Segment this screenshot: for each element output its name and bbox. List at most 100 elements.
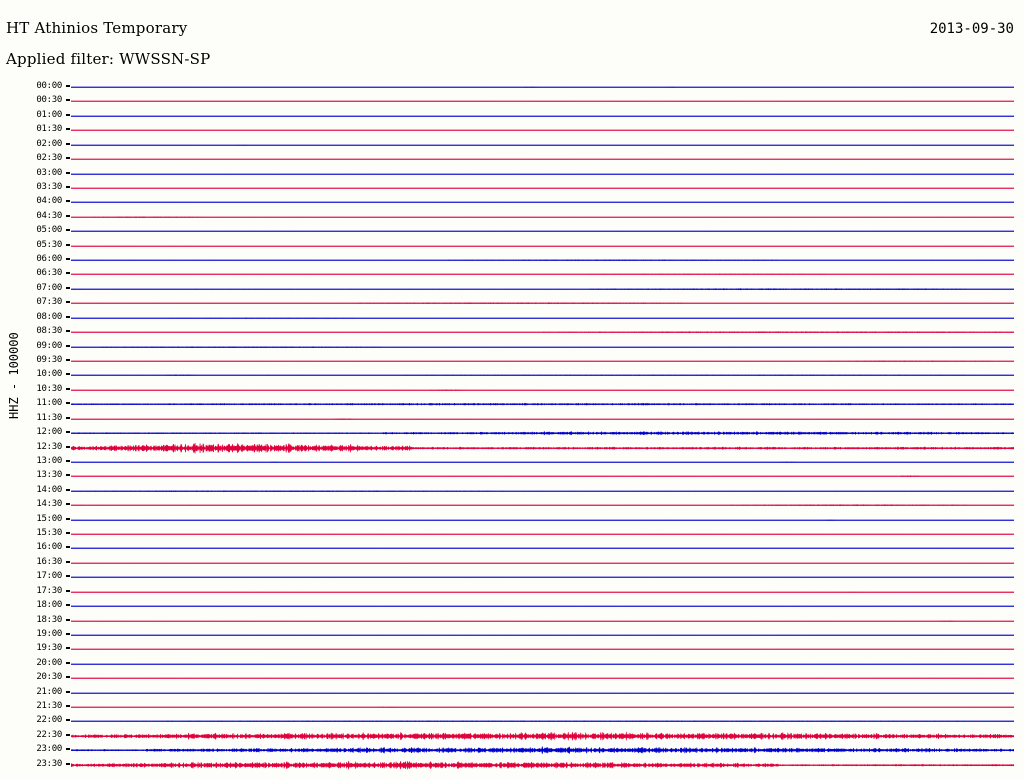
trace-row-time-label: 15:00 <box>36 513 62 524</box>
trace-row-time-label: 10:00 <box>36 369 62 380</box>
trace-row-time-label: 14:00 <box>36 484 62 495</box>
trace-row: 21:30 <box>0 700 1024 714</box>
trace-row-time-label: 20:00 <box>36 657 62 668</box>
trace-row: 04:30 <box>0 210 1024 224</box>
trace-row: 13:00 <box>0 455 1024 469</box>
seismic-trace <box>71 498 1014 512</box>
seismic-trace <box>71 441 1014 455</box>
trace-row: 12:30 <box>0 441 1024 455</box>
axis-tick-mark <box>66 575 70 578</box>
trace-row-time-label: 02:00 <box>36 138 62 149</box>
seismic-trace <box>71 195 1014 209</box>
axis-tick-mark <box>66 748 70 751</box>
seismic-trace <box>71 152 1014 166</box>
seismic-trace <box>71 325 1014 339</box>
axis-tick-mark <box>66 762 70 765</box>
trace-row: 11:30 <box>0 412 1024 426</box>
seismic-trace <box>71 743 1014 757</box>
axis-tick-mark <box>66 705 70 708</box>
axis-tick-mark <box>66 618 70 621</box>
axis-tick-mark <box>66 258 70 261</box>
axis-tick-mark <box>66 445 70 448</box>
seismic-trace <box>71 296 1014 310</box>
trace-row: 06:00 <box>0 253 1024 267</box>
seismic-trace <box>71 614 1014 628</box>
seismic-trace <box>71 714 1014 728</box>
trace-row: 15:00 <box>0 513 1024 527</box>
axis-tick-mark <box>66 488 70 491</box>
seismic-trace <box>71 599 1014 613</box>
axis-tick-mark <box>66 546 70 549</box>
trace-row-time-label: 03:30 <box>36 181 62 192</box>
trace-row-time-label: 11:30 <box>36 412 62 423</box>
trace-row: 01:00 <box>0 109 1024 123</box>
axis-tick-mark <box>66 344 70 347</box>
trace-row: 07:00 <box>0 282 1024 296</box>
trace-row-time-label: 09:30 <box>36 354 62 365</box>
trace-row-time-label: 23:00 <box>36 744 62 755</box>
axis-tick-mark <box>66 604 70 607</box>
axis-tick-mark <box>66 431 70 434</box>
axis-tick-mark <box>66 315 70 318</box>
trace-row: 01:30 <box>0 123 1024 137</box>
trace-row-time-label: 06:00 <box>36 254 62 265</box>
trace-row: 20:30 <box>0 671 1024 685</box>
seismic-trace <box>71 123 1014 137</box>
trace-row-time-label: 00:00 <box>36 81 62 91</box>
trace-row-time-label: 07:00 <box>36 282 62 293</box>
axis-tick-mark <box>66 661 70 664</box>
axis-tick-mark <box>66 719 70 722</box>
trace-row-time-label: 09:00 <box>36 340 62 351</box>
trace-row: 12:00 <box>0 426 1024 440</box>
trace-row-time-label: 00:30 <box>36 95 62 106</box>
trace-row-time-label: 19:30 <box>36 643 62 654</box>
seismic-trace <box>71 239 1014 253</box>
axis-tick-mark <box>66 532 70 535</box>
trace-row-time-label: 16:00 <box>36 542 62 553</box>
trace-row-time-label: 13:00 <box>36 455 62 466</box>
trace-row: 14:30 <box>0 498 1024 512</box>
trace-row-time-label: 05:00 <box>36 225 62 236</box>
axis-tick-mark <box>66 85 70 87</box>
trace-row: 16:30 <box>0 556 1024 570</box>
seismic-trace <box>71 729 1014 743</box>
seismic-trace <box>71 109 1014 123</box>
axis-tick-mark <box>66 560 70 563</box>
trace-row-time-label: 10:30 <box>36 383 62 394</box>
date-label: 2013-09-30 <box>929 21 1014 37</box>
trace-row-time-label: 21:30 <box>36 701 62 712</box>
seismic-trace <box>71 282 1014 296</box>
axis-tick-mark <box>66 330 70 333</box>
seismic-trace <box>71 138 1014 152</box>
trace-row: 16:00 <box>0 541 1024 555</box>
trace-row-time-label: 16:30 <box>36 556 62 567</box>
seismic-trace <box>71 354 1014 368</box>
axis-tick-mark <box>66 185 70 188</box>
applied-filter-label: Applied filter: WWSSN-SP <box>6 50 211 68</box>
seismic-trace <box>71 412 1014 426</box>
axis-tick-mark <box>66 142 70 145</box>
axis-tick-mark <box>66 387 70 390</box>
seismic-trace <box>71 383 1014 397</box>
seismic-trace <box>71 210 1014 224</box>
seismic-trace <box>71 311 1014 325</box>
trace-row-time-label: 12:00 <box>36 427 62 438</box>
trace-row: 20:00 <box>0 657 1024 671</box>
trace-row: 02:30 <box>0 152 1024 166</box>
seismic-trace <box>71 527 1014 541</box>
trace-row-time-label: 19:00 <box>36 628 62 639</box>
seismic-trace <box>71 267 1014 281</box>
axis-tick-mark <box>66 373 70 376</box>
trace-row: 07:30 <box>0 296 1024 310</box>
seismic-trace <box>71 541 1014 555</box>
axis-tick-mark <box>66 200 70 203</box>
axis-tick-mark <box>66 474 70 477</box>
seismic-trace <box>71 671 1014 685</box>
seismic-trace <box>71 224 1014 238</box>
trace-row: 09:30 <box>0 354 1024 368</box>
trace-row: 22:00 <box>0 714 1024 728</box>
axis-tick-mark <box>66 243 70 246</box>
trace-row: 14:00 <box>0 484 1024 498</box>
seismic-trace <box>71 700 1014 714</box>
axis-tick-mark <box>66 632 70 635</box>
